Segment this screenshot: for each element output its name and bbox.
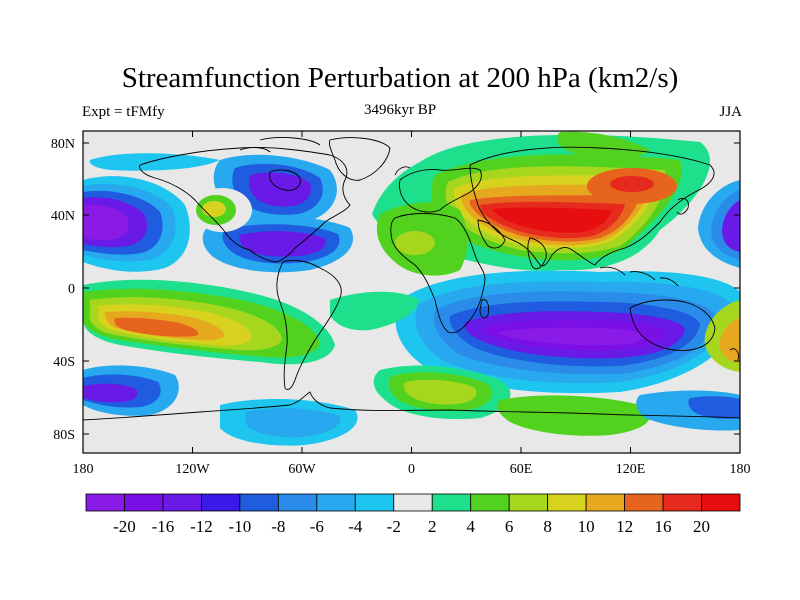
coastlines <box>83 137 740 421</box>
south-america-coast <box>276 259 342 391</box>
season-label: JJA <box>719 104 742 120</box>
colorbar-label: 8 <box>543 517 552 536</box>
colorbar-swatch <box>393 493 433 512</box>
lat-tick-label: 0 <box>68 282 75 297</box>
lat-axis: 80N 40N 0 40S 80S <box>51 137 740 443</box>
africa-coast <box>390 213 486 334</box>
lon-tick-label: 180 <box>73 462 94 477</box>
sio-level-20 <box>500 327 645 346</box>
india-coast <box>527 237 547 270</box>
npac-wrap-core <box>722 200 740 252</box>
ant-level-4 <box>245 408 341 438</box>
colorbar-label: 6 <box>505 517 514 536</box>
north-america-coast <box>139 147 351 263</box>
colorbar-swatch <box>162 493 202 512</box>
arctic-islands <box>239 137 321 153</box>
hudson-level-16 <box>249 172 312 207</box>
so-east-level-6 <box>497 395 650 436</box>
colorbar-swatch <box>431 493 472 512</box>
colorbar-label: -4 <box>348 517 363 536</box>
colorbar-label: -2 <box>387 517 401 536</box>
british-isles <box>394 166 411 176</box>
colorbar-label: -20 <box>113 517 136 536</box>
colorbar-swatch <box>585 493 625 512</box>
arctic-na <box>89 153 220 171</box>
colorbar-label: 2 <box>428 517 437 536</box>
colorbar: -20 -16 -12 -10 -8 -6 -4 -2 2 4 6 8 10 12 16 20 <box>85 493 741 536</box>
arabia-coast <box>477 219 506 249</box>
colorbar-swatch <box>316 493 356 512</box>
lon-tick-label: 120W <box>175 462 210 477</box>
colorbar-label: 16 <box>655 517 672 536</box>
colorbar-swatch <box>124 493 164 512</box>
so-right-level-8 <box>688 396 740 419</box>
colorbar-swatch <box>662 493 702 512</box>
colorbar-swatch <box>354 493 395 512</box>
experiment-label: Expt = tFMfy <box>82 104 165 120</box>
lon-tick-label: 60W <box>288 462 316 477</box>
colorbar-label: 10 <box>578 517 595 536</box>
lon-axis: 180 120W 60W 0 60E 120E 180 <box>73 131 751 477</box>
period-label: 3496kyr BP <box>363 102 437 118</box>
colorbar-swatch <box>701 493 741 512</box>
lat-tick-label: 40S <box>53 355 75 370</box>
colorbar-swatch <box>201 493 241 512</box>
so-indian-level-8 <box>403 379 477 405</box>
atl-band <box>330 291 420 331</box>
lon-tick-label: 0 <box>408 462 415 477</box>
colorbar-label: 20 <box>693 517 710 536</box>
colorbar-swatch <box>85 493 125 512</box>
lon-tick-label: 120E <box>616 462 646 477</box>
lon-tick-label: 60E <box>510 462 533 477</box>
japan-coast <box>676 197 689 215</box>
greenland-coast <box>329 137 391 181</box>
colorbar-swatch <box>470 493 510 512</box>
antarctica-coast <box>83 391 740 421</box>
colorbar-label: -6 <box>310 517 324 536</box>
contour-field <box>83 131 740 453</box>
africa-tongue-core <box>395 231 435 255</box>
indonesia-coast <box>599 266 679 287</box>
colorbar-label: -12 <box>190 517 213 536</box>
spac-level-14 <box>114 317 199 337</box>
colorbar-swatch <box>624 493 664 512</box>
colorbar-swatch <box>508 493 549 512</box>
so-pac-level-16 <box>83 383 138 403</box>
north-asia-spur <box>556 131 650 159</box>
lat-tick-label: 40N <box>51 209 75 224</box>
madagascar-coast <box>479 299 490 319</box>
colorbar-label: -10 <box>229 517 252 536</box>
mongolia-core <box>610 176 654 192</box>
hudson-bay-coast <box>269 169 301 191</box>
colorbar-label: -8 <box>271 517 285 536</box>
europe-coast <box>399 167 482 213</box>
lat-tick-label: 80S <box>53 428 75 443</box>
spac-wrap-core <box>719 318 740 363</box>
colorbar-label: -16 <box>152 517 175 536</box>
colorbar-swatch <box>239 493 279 512</box>
australia-coast <box>629 299 716 351</box>
lat-tick-label: 80N <box>51 137 75 152</box>
new-zealand-coast <box>729 348 739 361</box>
plot-title: Streamfunction Perturbation at 200 hPa (… <box>121 62 679 94</box>
wna-level-10 <box>202 201 226 217</box>
carib-level-16 <box>239 231 326 257</box>
npac-level-20 <box>83 204 129 241</box>
lon-tick-label: 180 <box>730 462 751 477</box>
colorbar-label: 4 <box>466 517 475 536</box>
asia-level-20-core <box>492 207 612 233</box>
asia-coast <box>469 146 715 267</box>
colorbar-swatch <box>547 493 587 512</box>
colorbar-swatch <box>277 493 318 512</box>
colorbar-label: 12 <box>616 517 633 536</box>
